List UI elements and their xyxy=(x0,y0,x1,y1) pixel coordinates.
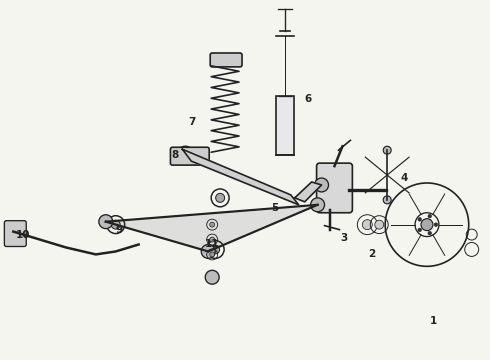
Circle shape xyxy=(418,217,421,221)
Circle shape xyxy=(383,146,391,154)
Circle shape xyxy=(211,245,220,254)
Circle shape xyxy=(210,222,215,227)
Polygon shape xyxy=(106,205,318,251)
Circle shape xyxy=(375,220,384,229)
Polygon shape xyxy=(182,149,299,205)
Circle shape xyxy=(201,244,215,258)
Text: 7: 7 xyxy=(189,117,196,127)
FancyBboxPatch shape xyxy=(4,221,26,247)
FancyBboxPatch shape xyxy=(171,147,209,165)
Text: 4: 4 xyxy=(400,173,408,183)
Circle shape xyxy=(111,220,120,229)
FancyBboxPatch shape xyxy=(210,53,242,67)
Polygon shape xyxy=(294,182,321,202)
Circle shape xyxy=(99,215,113,229)
Text: 5: 5 xyxy=(271,203,278,213)
Text: 9: 9 xyxy=(115,225,122,235)
Text: 3: 3 xyxy=(341,233,348,243)
Circle shape xyxy=(216,193,224,202)
Circle shape xyxy=(210,237,215,242)
Circle shape xyxy=(418,228,421,232)
FancyBboxPatch shape xyxy=(317,163,352,213)
Circle shape xyxy=(421,219,433,231)
Text: 6: 6 xyxy=(304,94,311,104)
FancyBboxPatch shape xyxy=(276,96,294,155)
Circle shape xyxy=(311,198,324,212)
Circle shape xyxy=(434,223,438,226)
Text: 8: 8 xyxy=(172,150,179,160)
Circle shape xyxy=(181,151,190,159)
Circle shape xyxy=(210,252,215,257)
Text: 11: 11 xyxy=(205,239,220,249)
Circle shape xyxy=(205,270,219,284)
Text: 10: 10 xyxy=(16,230,30,239)
Text: 2: 2 xyxy=(368,249,375,260)
Circle shape xyxy=(428,214,432,218)
Circle shape xyxy=(383,196,391,204)
Circle shape xyxy=(362,220,372,230)
Circle shape xyxy=(315,178,328,192)
Text: 1: 1 xyxy=(430,316,438,326)
Circle shape xyxy=(428,231,432,235)
